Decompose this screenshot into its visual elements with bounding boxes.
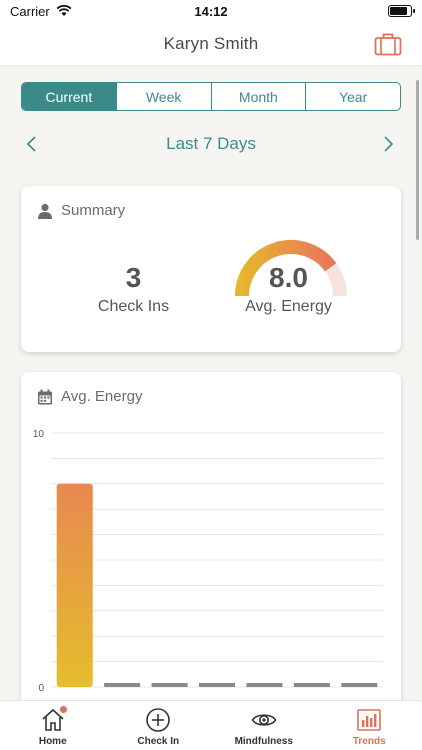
- avg-energy-chart: 10 0: [33, 429, 383, 694]
- chart-bar: [56, 483, 93, 687]
- segment-current[interactable]: Current: [22, 83, 117, 110]
- tab-mindfulness[interactable]: Mindfulness: [211, 701, 317, 750]
- check-ins-value: 3: [125, 262, 142, 293]
- period-segmented-control: Current Week Month Year: [21, 82, 401, 111]
- check-ins-label: Check Ins: [97, 298, 170, 315]
- y-tick-label: 0: [38, 683, 44, 694]
- chevron-right-icon[interactable]: [378, 134, 398, 154]
- chart-bar-empty: [293, 683, 330, 687]
- tab-trends-label: Trends: [352, 736, 386, 747]
- wifi-icon: [56, 5, 72, 16]
- battery-level: [390, 7, 408, 15]
- home-icon: [42, 708, 64, 731]
- segment-year[interactable]: Year: [338, 88, 368, 105]
- gauge-fill: [235, 240, 337, 297]
- energy-gauge: [235, 240, 347, 297]
- segment-month[interactable]: Month: [212, 83, 307, 110]
- nav-bar: Karyn Smith: [0, 22, 422, 66]
- tab-trends[interactable]: Trends: [317, 701, 422, 750]
- person-icon: [38, 203, 52, 219]
- y-tick-label: 10: [33, 429, 45, 440]
- page-title: Karyn Smith: [163, 33, 259, 53]
- avg-energy-header: Avg. Energy: [37, 388, 142, 405]
- summary-title: Summary: [61, 202, 126, 219]
- check-ins-stat: 3 Check Ins: [76, 262, 191, 316]
- scrollbar[interactable]: [416, 80, 419, 240]
- summary-header: Summary: [37, 202, 125, 219]
- tab-check-in[interactable]: Check In: [106, 701, 212, 750]
- avg-energy-card: Avg. Energy 10 0: [21, 372, 401, 712]
- segment-week[interactable]: Week: [117, 83, 212, 110]
- chart-bar-empty: [341, 683, 378, 687]
- plus-circle-icon: [146, 708, 171, 732]
- chart-bar-empty: [198, 683, 236, 687]
- tab-bar: Home Check In Mindfulness Trends: [0, 700, 422, 750]
- battery-icon: [388, 5, 415, 17]
- tab-check-in-label: Check In: [137, 736, 180, 747]
- bar-chart-icon: [357, 709, 382, 731]
- status-left: Carrier: [10, 4, 72, 19]
- tab-mindfulness-label: Mindfulness: [234, 736, 293, 747]
- chart-bar-empty: [104, 683, 141, 687]
- period-label: Last 7 Days: [166, 134, 256, 153]
- tab-home-label: Home: [38, 736, 67, 747]
- eye-icon: [251, 714, 277, 726]
- avg-energy-title: Avg. Energy: [61, 388, 143, 405]
- chart-bar-empty: [151, 683, 188, 687]
- avg-energy-label: Avg. Energy: [245, 298, 332, 315]
- status-bar: Carrier 14:12: [0, 0, 422, 22]
- avg-energy-value: 8.0: [269, 262, 308, 293]
- avg-energy-stat: 8.0 Avg. Energy: [231, 262, 346, 316]
- chevron-left-icon[interactable]: [22, 134, 42, 154]
- notification-dot: [60, 706, 67, 713]
- calendar-icon: [38, 389, 52, 404]
- tab-home[interactable]: Home: [0, 701, 106, 750]
- carrier-label: Carrier: [10, 3, 50, 19]
- chart-bar-empty: [246, 683, 283, 687]
- summary-card: Summary 3 Check Ins 8.0 Avg. Energy: [21, 186, 401, 352]
- briefcase-icon[interactable]: [374, 32, 402, 56]
- period-navigator: Last 7 Days: [0, 130, 422, 158]
